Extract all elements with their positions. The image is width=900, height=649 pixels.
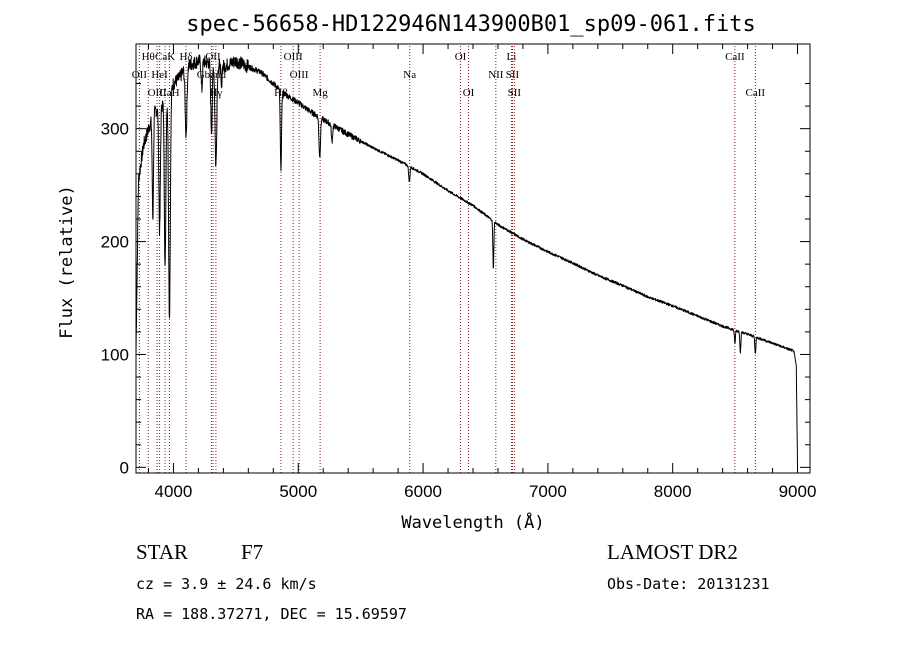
plot-frame <box>135 43 811 474</box>
axis-ticks <box>136 44 810 473</box>
y-axis-label: Flux (relative) <box>57 185 77 339</box>
spectral-subclass: F7 <box>241 540 263 564</box>
line-marker-label-22: CaII <box>746 87 766 99</box>
line-marker-label-14: SII <box>506 69 520 81</box>
line-marker-label-17: Hγ <box>209 87 222 99</box>
line-marker-label-5: OI <box>455 51 467 63</box>
x-tick-label-3: 7000 <box>529 482 567 501</box>
coordinates-readout: RA = 188.37271, DEC = 15.69597 <box>136 605 407 623</box>
line-marker-label-10: Gband <box>197 69 227 81</box>
object-class: STAR <box>136 540 188 564</box>
line-marker-label-20: OI <box>463 87 475 99</box>
y-tick-label-3: 300 <box>101 120 129 139</box>
axis-tick-labels: 4000 5000 6000 7000 8000 9000 0 100 200 300 <box>101 120 817 501</box>
x-tick-label-1: 5000 <box>279 482 317 501</box>
obs-date: Obs-Date: 20131231 <box>607 575 770 593</box>
line-marker-label-12: Na <box>403 69 416 81</box>
x-tick-label-0: 4000 <box>155 482 193 501</box>
spectrum-line <box>135 54 798 468</box>
line-marker-label-8: OII <box>132 69 148 81</box>
redshift-readout: cz = 3.9 ± 24.6 km/s <box>136 575 317 593</box>
line-marker-label-19: Mg <box>312 87 328 99</box>
line-marker-label-6: Li <box>507 51 517 63</box>
line-marker-label-15: OIII <box>148 87 167 99</box>
y-tick-label-0: 0 <box>120 458 129 477</box>
line-marker-label-1: CaK <box>155 51 175 63</box>
line-marker-label-7: CaII <box>725 51 745 63</box>
line-marker-label-21: SII <box>508 87 522 99</box>
x-axis-label: Wavelength (Å) <box>401 511 544 533</box>
spectrum-series <box>135 54 798 468</box>
x-tick-label-2: 6000 <box>404 482 442 501</box>
y-tick-label-2: 200 <box>101 233 129 252</box>
line-marker-label-16: CaH <box>159 87 179 99</box>
survey-name: LAMOST DR2 <box>607 540 738 564</box>
y-tick-label-1: 100 <box>101 345 129 364</box>
x-tick-label-4: 8000 <box>654 482 692 501</box>
line-marker-label-0: Hθ <box>142 51 155 63</box>
line-marker-label-11: OIII <box>290 69 309 81</box>
line-marker-label-9: HeI <box>151 69 168 81</box>
line-marker-label-4: OIII <box>284 51 303 63</box>
line-marker-label-13: NII <box>488 69 504 81</box>
x-tick-label-5: 9000 <box>779 482 817 501</box>
chart-title: spec-56658-HD122946N143900B01_sp09-061.f… <box>186 12 756 37</box>
